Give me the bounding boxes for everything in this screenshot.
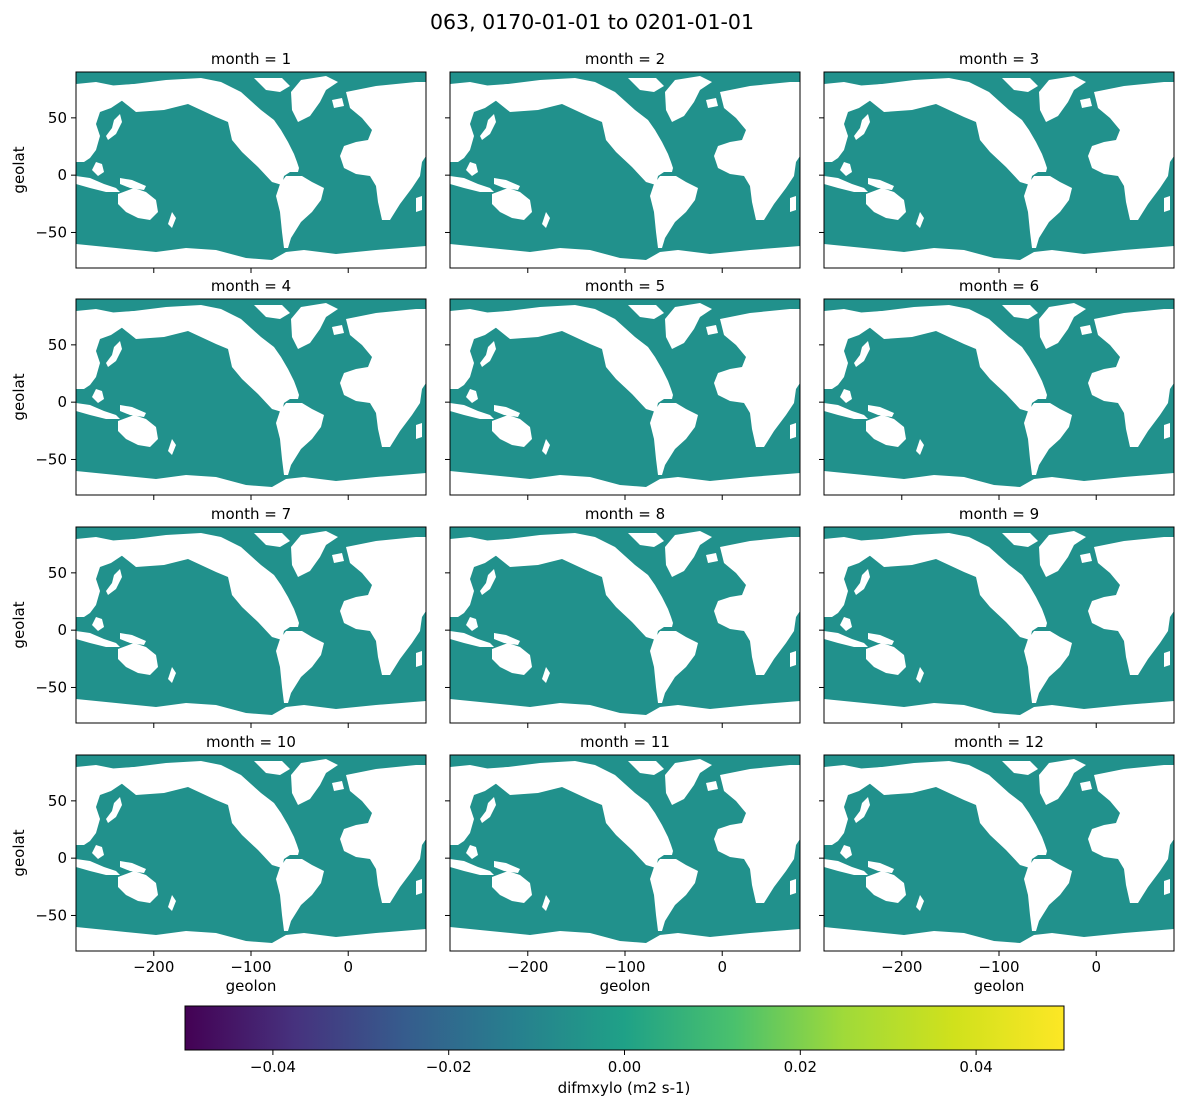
y-axis-label: geolat (10, 601, 28, 648)
y-tick-label: 50 (48, 336, 67, 354)
panel-month-8: month = 8 (445, 505, 801, 728)
y-tick-label: 50 (48, 564, 67, 582)
y-tick-label: 0 (57, 849, 67, 867)
colorbar-tick-label: 0.04 (959, 1058, 992, 1076)
x-tick-label: 0 (717, 958, 727, 976)
x-tick-label: −200 (507, 958, 548, 976)
panel-month-7: month = 7 −50 0 50 geolat (10, 505, 427, 728)
colorbar-tick-label: −0.04 (250, 1058, 296, 1076)
colorbar: −0.04 −0.02 0.00 0.02 0.04 difmxylo (m2 s-1) (184, 1005, 1065, 1097)
y-tick-label: 0 (57, 621, 67, 639)
x-tick-label: 0 (343, 958, 353, 976)
y-tick-label: 50 (48, 109, 67, 127)
x-tick-label: 0 (1091, 958, 1101, 976)
x-tick-label: −100 (230, 958, 271, 976)
y-axis-label: geolat (10, 146, 28, 193)
x-axis-label: geolon (974, 977, 1025, 995)
panel-title: month = 5 (585, 277, 665, 295)
y-axis-label: geolat (10, 373, 28, 420)
x-axis-label: geolon (226, 977, 277, 995)
panel-month-2: month = 2 (445, 50, 801, 273)
panel-title: month = 9 (959, 505, 1039, 523)
y-tick-label: 0 (57, 166, 67, 184)
colorbar-gradient (184, 1005, 1065, 1051)
colorbar-label: difmxylo (m2 s-1) (558, 1079, 691, 1097)
panel-title: month = 2 (585, 50, 665, 68)
panel-title: month = 1 (211, 50, 291, 68)
panel-month-5: month = 5 (445, 277, 801, 500)
x-tick-label: −100 (604, 958, 645, 976)
panel-title: month = 10 (206, 733, 296, 751)
x-tick-label: −100 (978, 958, 1019, 976)
y-tick-label: −50 (35, 450, 67, 468)
panel-title: month = 3 (959, 50, 1039, 68)
x-axis-label: geolon (600, 977, 651, 995)
panel-month-11: month = 11 −200 −100 0 geolon (445, 733, 801, 995)
y-tick-label: −50 (35, 906, 67, 924)
panel-title: month = 11 (580, 733, 670, 751)
colorbar-tick-label: −0.02 (426, 1058, 472, 1076)
panel-month-4: month = 4 −50 0 50 geolat (10, 277, 427, 500)
x-tick-label: −200 (133, 958, 174, 976)
panel-title: month = 6 (959, 277, 1039, 295)
panel-month-1: month = 1 −50 0 50 geolat (10, 50, 427, 273)
panel-title: month = 7 (211, 505, 291, 523)
panel-month-12: month = 12 −200 −100 0 geolon (819, 733, 1175, 995)
panel-month-3: month = 3 (819, 50, 1175, 273)
panel-month-10: month = 10 −200 −100 0 −50 0 50 geolat geolon (10, 733, 427, 995)
colorbar-tick-label: 0.02 (784, 1058, 817, 1076)
figure-title: 063, 0170-01-01 to 0201-01-01 (430, 10, 754, 34)
panel-month-9: month = 9 (819, 505, 1175, 728)
panel-title: month = 12 (954, 733, 1044, 751)
panel-title: month = 8 (585, 505, 665, 523)
y-tick-label: 0 (57, 393, 67, 411)
y-axis-label: geolat (10, 829, 28, 876)
y-tick-label: −50 (35, 678, 67, 696)
y-tick-label: −50 (35, 223, 67, 241)
y-tick-label: 50 (48, 792, 67, 810)
colorbar-tick-label: 0.00 (608, 1058, 641, 1076)
panel-title: month = 4 (211, 277, 291, 295)
x-tick-label: −200 (881, 958, 922, 976)
panel-month-6: month = 6 (819, 277, 1175, 500)
